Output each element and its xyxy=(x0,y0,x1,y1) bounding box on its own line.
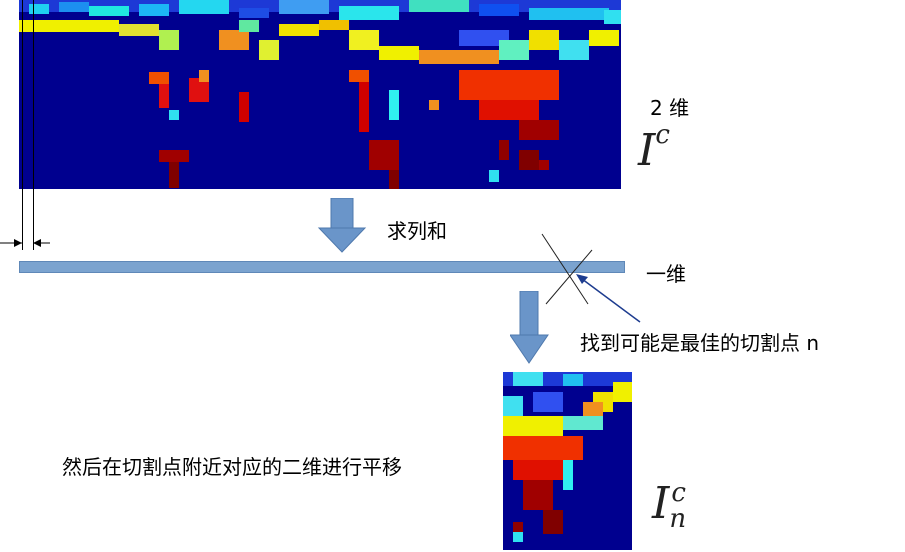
math-icn-sup: c xyxy=(671,478,686,508)
math-icn-sub: n xyxy=(669,504,687,534)
math-ic-sup: c xyxy=(655,120,670,150)
bar-1d xyxy=(19,261,625,273)
heatmap-2d-cells xyxy=(19,0,621,189)
left-guide-line-2 xyxy=(33,0,34,250)
math-ic-base: I xyxy=(638,125,656,176)
heatmap-2d-red-drips xyxy=(149,70,559,189)
label-find-cut: 找到可能是最佳的切割点 n xyxy=(580,331,820,355)
label-then-shift: 然后在切割点附近对应的二维进行平移 xyxy=(62,455,402,479)
cut-point-marker xyxy=(541,233,641,323)
heatmap-shifted xyxy=(503,372,632,550)
width-dimension-arrows xyxy=(0,239,50,247)
label-sum-columns: 求列和 xyxy=(387,219,447,243)
heatmap-2d-mid-band xyxy=(19,20,619,64)
heatmap-2d-top-band xyxy=(19,0,621,24)
down-arrow-shift xyxy=(510,291,549,364)
math-ic: Ic xyxy=(638,120,670,176)
heatmap-shifted-cells xyxy=(503,372,632,542)
math-icn-base: I xyxy=(652,478,670,529)
down-arrow-sum xyxy=(317,198,367,253)
label-2d: 2 维 xyxy=(650,96,690,120)
left-guide-line-1 xyxy=(22,0,23,250)
label-1d: 一维 xyxy=(646,262,686,286)
heatmap-2d xyxy=(19,0,621,189)
